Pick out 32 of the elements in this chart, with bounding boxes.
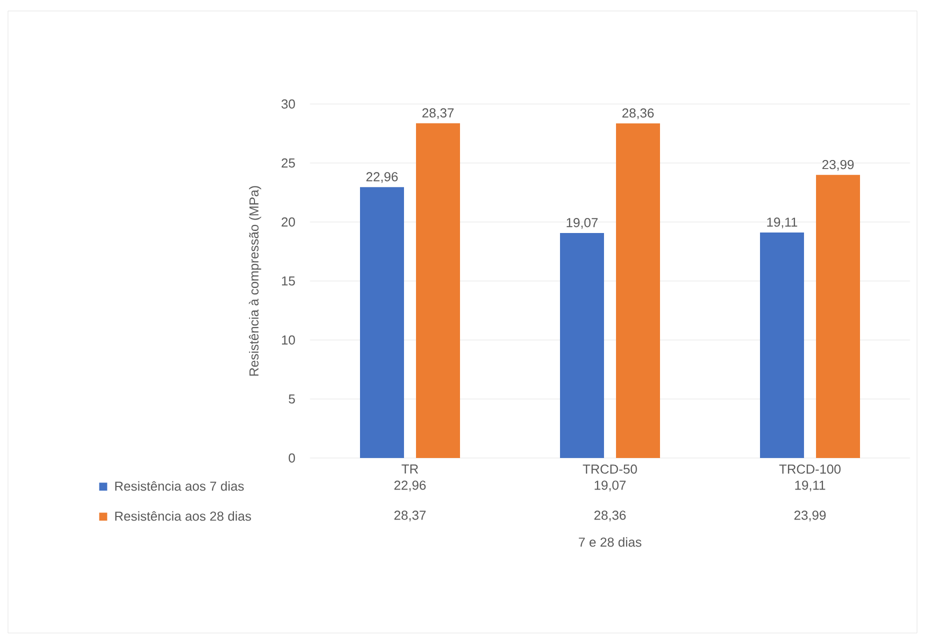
bar <box>560 232 604 458</box>
x-axis-title: 7 e 28 dias <box>578 537 642 547</box>
bar <box>816 174 860 458</box>
y-tick-label: 10 <box>282 335 295 345</box>
legend-label: Resistência aos 28 dias <box>115 511 252 521</box>
data-label: 19,07 <box>594 480 626 492</box>
bar <box>416 123 460 458</box>
data-label: 28,37 <box>394 510 426 522</box>
text: 23,99 <box>822 160 854 171</box>
y-tick-label: 25 <box>282 158 295 168</box>
text: 28,37 <box>422 108 454 120</box>
data-label: 28,36 <box>594 510 626 522</box>
data-label: 22,96 <box>394 480 426 492</box>
data-label: 23,99 <box>794 510 826 522</box>
y-axis-title: Resistência à compressão (MPa) <box>248 186 262 376</box>
data-label: 19,11 <box>795 480 826 492</box>
x-tick-label: TRCD-100 <box>779 464 841 474</box>
legend-label: Resistência aos 7 dias <box>115 481 244 491</box>
bar <box>616 123 660 458</box>
y-tick-label: 0 <box>288 453 295 463</box>
x-tick-label: TR <box>402 464 418 474</box>
y-tick-label: 15 <box>282 276 295 286</box>
text: 19,11 <box>767 218 798 228</box>
bar <box>360 187 404 458</box>
y-tick-label: 30 <box>282 99 295 109</box>
x-tick-label: TRCD-50 <box>582 464 637 474</box>
text: 28,36 <box>622 108 654 120</box>
text: 19,07 <box>566 218 598 229</box>
y-tick-label: 20 <box>282 217 295 227</box>
y-tick-label: 5 <box>288 394 295 404</box>
bar <box>760 232 804 458</box>
text: 22,96 <box>366 172 398 183</box>
